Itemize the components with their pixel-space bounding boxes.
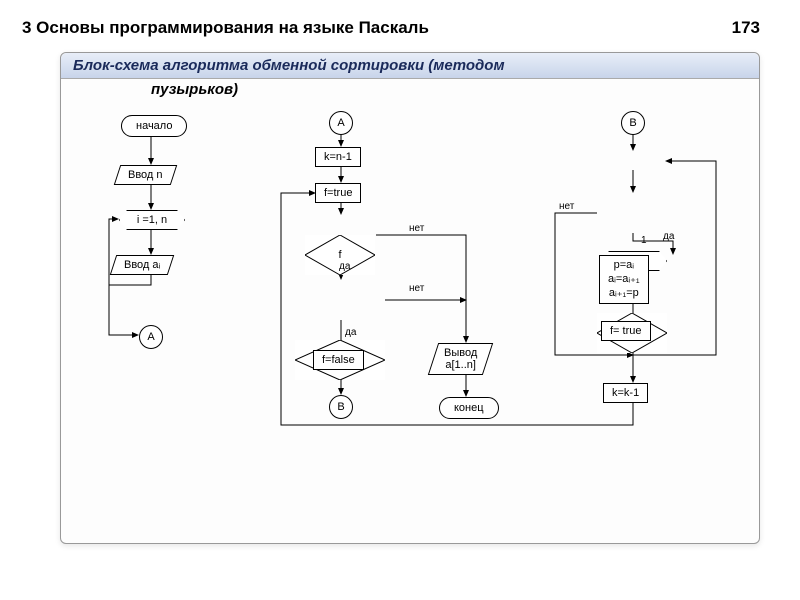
node-k_n1: k=n-1: [315, 147, 361, 167]
node-kdec: k=k-1: [603, 383, 648, 403]
node-ftrue2: f= true: [601, 321, 651, 341]
node-in_ai: Ввод aᵢ: [110, 255, 175, 275]
chapter-title: 3 Основы программирования на языке Паска…: [22, 18, 429, 38]
edge-label: нет: [409, 223, 424, 234]
node-start: начало: [121, 115, 187, 137]
edge-label: нет: [559, 201, 574, 212]
edge-label: нет: [409, 283, 424, 294]
edge-label: да: [663, 231, 674, 242]
flowchart: начало Ввод n i =1, n Ввод aᵢ A Ak=n-1 f=true f…: [61, 105, 761, 535]
node-ffalse: f=false: [313, 350, 364, 370]
node-conB1: B: [329, 395, 353, 419]
panel-title-line1: Блок-схема алгоритма обменной сортировки…: [61, 53, 759, 79]
page-number: 173: [732, 18, 760, 38]
node-end: конец: [439, 397, 499, 419]
node-conA1: A: [139, 325, 163, 349]
node-loop_i: i =1, n: [119, 210, 185, 230]
node-conA2: A: [329, 111, 353, 135]
edge-label: да: [339, 261, 350, 272]
node-out: Выводa[1..n]: [428, 343, 494, 375]
edge-label: 1: [641, 235, 647, 246]
diagram-panel: Блок-схема алгоритма обменной сортировки…: [60, 52, 760, 544]
node-ftrue: f=true: [315, 183, 361, 203]
edge-label: да: [345, 327, 356, 338]
node-in_n: Ввод n: [114, 165, 177, 185]
panel-title-line2: пузырьков): [61, 79, 759, 98]
node-swap: p=aᵢaᵢ=aᵢ₊₁aᵢ₊₁=p: [599, 255, 649, 304]
node-conB2: B: [621, 111, 645, 135]
